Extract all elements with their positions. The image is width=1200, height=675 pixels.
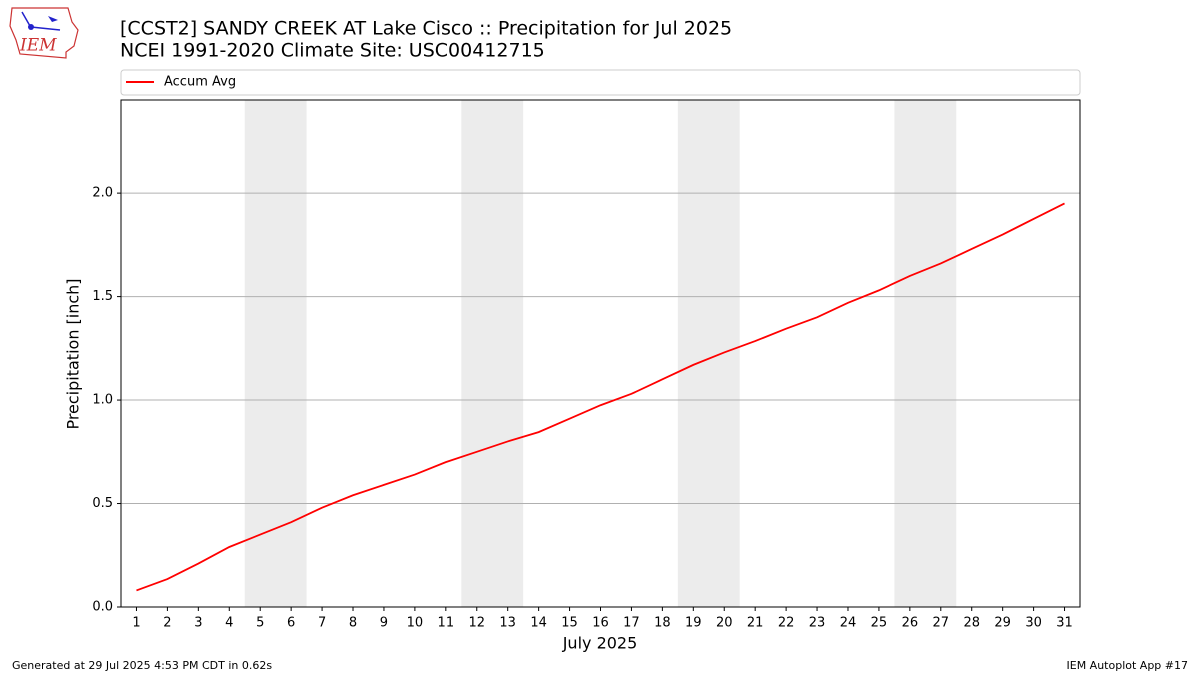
x-tick-label: 27 <box>933 616 950 631</box>
y-tick-label: 0.0 <box>92 600 113 615</box>
weekend-shade <box>677 100 740 607</box>
x-tick-label: 22 <box>778 616 795 631</box>
x-tick-label: 5 <box>256 616 264 631</box>
weekend-shade <box>244 100 307 607</box>
series-line <box>136 202 1065 592</box>
y-tick-label: 1.5 <box>92 289 113 304</box>
x-tick-label: 23 <box>809 616 826 631</box>
x-axis-label: July 2025 <box>562 634 638 653</box>
x-tick-label: 6 <box>287 616 295 631</box>
x-tick-label: 16 <box>592 616 609 631</box>
x-tick-label: 26 <box>902 616 919 631</box>
x-tick-label: 14 <box>530 616 547 631</box>
weekend-shade <box>894 100 957 607</box>
x-tick-label: 30 <box>1025 616 1042 631</box>
y-tick-label: 2.0 <box>92 186 113 201</box>
x-tick-label: 12 <box>468 616 485 631</box>
x-tick-label: 28 <box>963 616 980 631</box>
x-tick-label: 13 <box>499 616 516 631</box>
x-tick-label: 29 <box>994 616 1011 631</box>
plot-frame <box>120 99 1081 608</box>
footer-right: IEM Autoplot App #17 <box>1067 659 1189 672</box>
x-tick-label: 15 <box>561 616 578 631</box>
legend-label: Accum Avg <box>164 75 236 90</box>
x-tick-label: 31 <box>1056 616 1073 631</box>
footer-left: Generated at 29 Jul 2025 4:53 PM CDT in … <box>12 659 272 672</box>
x-tick-label: 18 <box>654 616 671 631</box>
x-tick-label: 9 <box>380 616 388 631</box>
x-tick-label: 7 <box>318 616 326 631</box>
x-tick-label: 11 <box>438 616 455 631</box>
logo-text: IEM <box>19 36 57 56</box>
x-tick-label: 1 <box>132 616 140 631</box>
chart-subtitle: NCEI 1991-2020 Climate Site: USC00412715 <box>120 40 545 62</box>
x-tick-label: 24 <box>840 616 857 631</box>
x-tick-label: 19 <box>685 616 702 631</box>
x-tick-label: 3 <box>194 616 202 631</box>
y-tick-label: 1.0 <box>92 393 113 408</box>
y-axis-label: Precipitation [inch] <box>64 278 83 429</box>
y-tick-label: 0.5 <box>92 496 113 511</box>
x-tick-label: 21 <box>747 616 764 631</box>
x-tick-label: 17 <box>623 616 640 631</box>
logo: IEM <box>9 7 79 59</box>
weekend-shade <box>461 100 524 607</box>
x-tick-label: 25 <box>871 616 888 631</box>
x-tick-label: 10 <box>407 616 424 631</box>
legend-box <box>120 69 1081 96</box>
x-tick-label: 4 <box>225 616 233 631</box>
x-tick-label: 20 <box>716 616 733 631</box>
chart-title: [CCST2] SANDY CREEK AT Lake Cisco :: Pre… <box>120 18 732 40</box>
x-tick-label: 2 <box>163 616 171 631</box>
x-tick-label: 8 <box>349 616 357 631</box>
